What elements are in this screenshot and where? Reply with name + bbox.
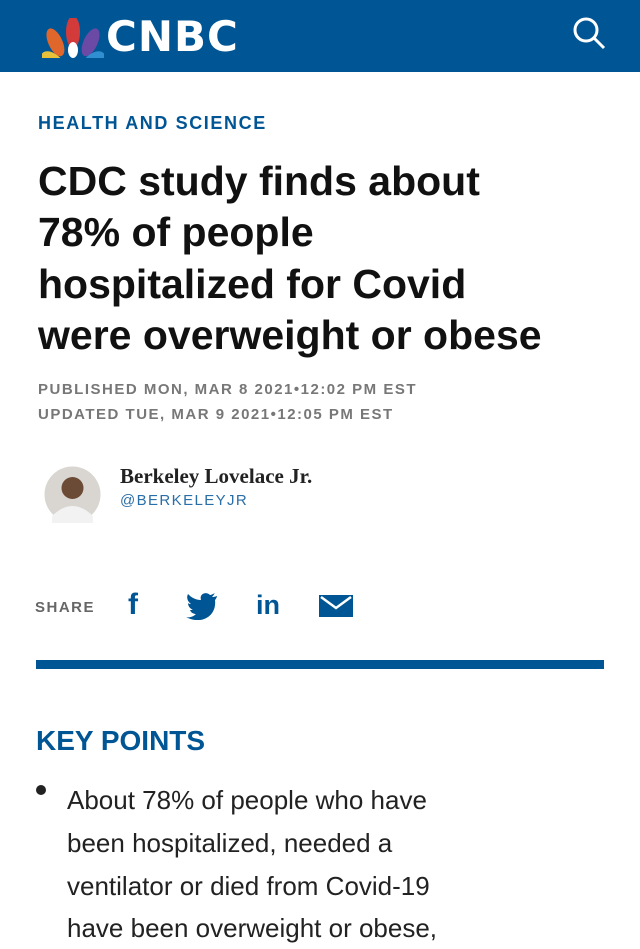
- headline: 78% of people: [38, 209, 314, 255]
- search-icon[interactable]: [570, 14, 610, 54]
- key-points-title: KEY POINTS: [36, 725, 206, 756]
- bullet: [36, 785, 46, 795]
- divider: [36, 660, 604, 669]
- key-point-text: been hospitalized, needed a: [67, 828, 393, 858]
- linkedin-share[interactable]: in: [256, 590, 280, 620]
- share-label: SHARE: [35, 599, 96, 616]
- key-point-text: have been overweight or obese,: [67, 913, 438, 943]
- twitter-share[interactable]: [186, 592, 218, 620]
- author-name[interactable]: Berkeley Lovelace Jr.: [120, 464, 313, 488]
- logo[interactable]: CNBC: [106, 12, 239, 61]
- section-link[interactable]: HEALTH AND SCIENCE: [38, 113, 267, 133]
- facebook-share[interactable]: f: [128, 588, 138, 621]
- updated-date: UPDATED TUE, MAR 9 2021•12:05 PM EST: [38, 406, 394, 423]
- headline: CDC study finds about: [38, 158, 480, 204]
- key-point-text: About 78% of people who have: [67, 785, 427, 815]
- top-bar: CNBC: [0, 0, 640, 72]
- key-point-text: ventilator or died from Covid-19: [67, 871, 430, 901]
- headline: were overweight or obese: [38, 312, 542, 358]
- peacock-logo[interactable]: [42, 18, 104, 58]
- headline: hospitalized for Covid: [38, 261, 467, 307]
- email-share[interactable]: [319, 595, 353, 619]
- author-handle[interactable]: @BERKELEYJR: [120, 492, 249, 509]
- author-avatar[interactable]: [44, 466, 101, 523]
- published-date: PUBLISHED MON, MAR 8 2021•12:02 PM EST: [38, 381, 418, 398]
